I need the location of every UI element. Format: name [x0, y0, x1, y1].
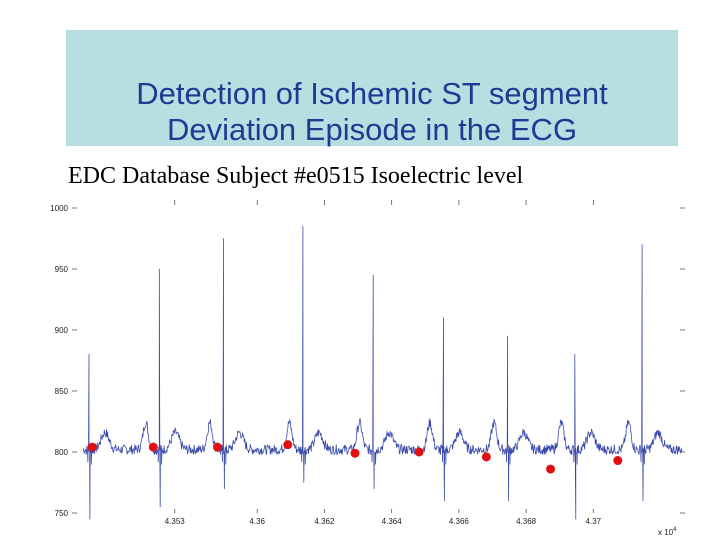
- isoelectric-point: [613, 456, 623, 466]
- slide-subtitle: EDC Database Subject #e0515 Isoelectric …: [68, 163, 524, 189]
- x-tick-label: 4.353: [165, 517, 186, 526]
- ecg-signal-line: [82, 225, 683, 520]
- x-multiplier-label: x 104: [658, 527, 677, 537]
- title-box: [66, 30, 678, 146]
- slide-title: Detection of Ischemic ST segment Deviati…: [66, 76, 678, 148]
- x-tick-label: 4.364: [382, 517, 403, 526]
- isoelectric-point: [148, 442, 158, 452]
- isoelectric-point: [481, 452, 491, 462]
- y-tick-label: 1000: [50, 204, 68, 213]
- x-tick-label: 4.366: [449, 517, 470, 526]
- ecg-signal-layer: [82, 225, 683, 520]
- isoelectric-point: [213, 442, 222, 452]
- y-axis: 750 800 850 900 950 1000: [50, 204, 685, 518]
- isoelectric-point: [546, 464, 556, 474]
- x-tick-label: 4.368: [516, 517, 537, 526]
- y-tick-label: 850: [55, 387, 69, 396]
- title-line-1: Detection of Ischemic ST segment: [136, 76, 608, 111]
- y-tick-label: 900: [55, 326, 69, 335]
- isoelectric-point: [414, 447, 424, 457]
- title-line-2: Deviation Episode in the ECG: [166, 112, 578, 147]
- isoelectric-point: [283, 440, 293, 450]
- x-axis: 4.353 4.36 4.362 4.364 4.366 4.368 4.37: [165, 200, 602, 526]
- y-tick-label: 750: [55, 509, 69, 518]
- y-tick-label: 950: [55, 265, 69, 274]
- x-tick-label: 4.362: [314, 517, 335, 526]
- isoelectric-point: [87, 442, 97, 452]
- isoelectric-point: [350, 448, 360, 458]
- x-tick-label: 4.37: [586, 517, 602, 526]
- x-tick-label: 4.36: [249, 517, 265, 526]
- y-tick-label: 800: [55, 448, 69, 457]
- isoelectric-markers: [87, 440, 623, 474]
